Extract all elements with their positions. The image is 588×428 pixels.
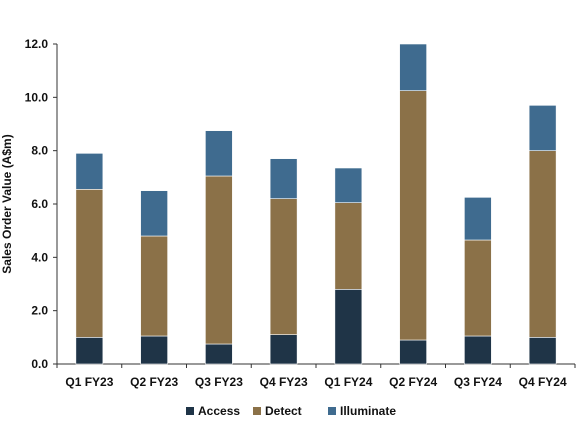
bar-illuminate-q1-fy24 (334, 167, 363, 203)
y-axis: 0.0 2.0 4.0 6.0 8.0 10.0 12.0 (25, 37, 58, 371)
bar-access-q4-fy24 (528, 337, 557, 365)
bar-access-q2-fy23 (140, 335, 168, 365)
legend: Access Detect Illuminate (186, 404, 396, 418)
bar-detect-q1-fy23 (75, 189, 104, 338)
y-tick-label: 2.0 (31, 304, 48, 318)
x-tick-label: Q2 FY23 (130, 375, 178, 389)
y-axis-title: Sales Order Value (A$m) (0, 134, 14, 273)
legend-swatch-access (186, 407, 194, 415)
legend-label-detect: Detect (265, 404, 302, 418)
x-axis: Q1 FY23 Q2 FY23 Q3 FY23 Q4 FY23 Q1 FY24 Q2 FY… (56, 363, 576, 389)
x-tick-label: Q1 FY24 (324, 375, 372, 389)
legend-label-illuminate: Illuminate (340, 404, 396, 418)
y-tick-label: 8.0 (31, 144, 48, 158)
bar-access-q1-fy23 (75, 337, 104, 365)
bar-illuminate-q3-fy23 (205, 130, 233, 177)
bar-illuminate-q4-fy24 (528, 105, 557, 151)
bar-access-q3-fy23 (205, 343, 233, 365)
bar-illuminate-q2-fy23 (140, 190, 168, 237)
x-tick-label: Q1 FY23 (65, 375, 113, 389)
x-tick-label: Q4 FY24 (519, 375, 567, 389)
x-tick-label: Q2 FY24 (389, 375, 437, 389)
bar-illuminate-q1-fy23 (75, 153, 104, 190)
bar-detect-q3-fy24 (464, 239, 492, 337)
bar-access-q4-fy23 (269, 334, 298, 365)
bar-detect-q2-fy23 (140, 235, 168, 337)
bar-detect-q3-fy23 (205, 175, 233, 345)
x-tick-label: Q4 FY23 (260, 375, 308, 389)
bar-illuminate-q4-fy23 (269, 158, 298, 199)
bar-illuminate-q2-fy24 (399, 43, 427, 91)
y-tick-label: 12.0 (25, 37, 49, 51)
bar-access-q2-fy24 (399, 339, 427, 365)
x-tick-label: Q3 FY24 (454, 375, 502, 389)
bars (75, 43, 557, 365)
bar-illuminate-q3-fy24 (464, 197, 492, 241)
legend-swatch-illuminate (328, 407, 336, 415)
bar-detect-q4-fy23 (269, 198, 298, 335)
y-tick-label: 4.0 (31, 250, 48, 264)
legend-label-access: Access (198, 404, 240, 418)
legend-swatch-detect (253, 407, 261, 415)
bar-access-q1-fy24 (334, 289, 363, 365)
y-tick-label: 0.0 (31, 357, 48, 371)
y-tick-label: 10.0 (25, 90, 49, 104)
x-tick-label: Q3 FY23 (195, 375, 243, 389)
bar-detect-q2-fy24 (399, 90, 427, 341)
y-tick-label: 6.0 (31, 197, 48, 211)
bar-detect-q4-fy24 (528, 150, 557, 338)
bar-access-q3-fy24 (464, 335, 492, 365)
bar-detect-q1-fy24 (334, 202, 363, 290)
